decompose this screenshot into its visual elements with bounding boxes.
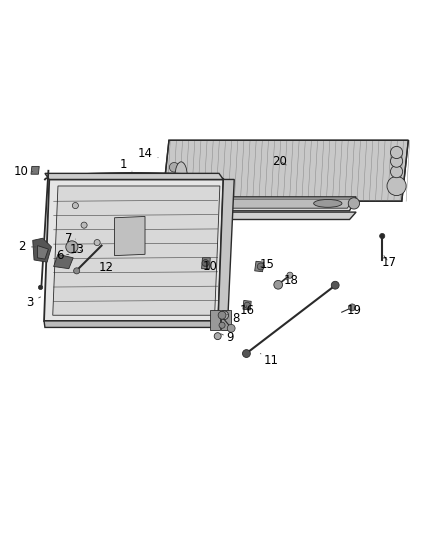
Circle shape xyxy=(331,281,339,289)
Circle shape xyxy=(66,241,78,253)
Circle shape xyxy=(117,198,129,209)
Text: 2: 2 xyxy=(18,240,35,253)
Circle shape xyxy=(391,166,403,177)
Polygon shape xyxy=(44,321,219,327)
Polygon shape xyxy=(254,261,264,272)
Text: 1: 1 xyxy=(120,158,132,171)
Polygon shape xyxy=(108,197,356,211)
Ellipse shape xyxy=(314,199,342,207)
Polygon shape xyxy=(218,180,234,321)
Circle shape xyxy=(274,280,283,289)
Circle shape xyxy=(244,302,251,308)
Polygon shape xyxy=(221,310,231,329)
Polygon shape xyxy=(45,173,223,180)
Circle shape xyxy=(170,163,179,172)
Circle shape xyxy=(39,285,43,289)
Circle shape xyxy=(94,239,100,246)
Text: 10: 10 xyxy=(203,260,218,273)
Polygon shape xyxy=(33,238,51,262)
Text: 14: 14 xyxy=(138,147,158,160)
Circle shape xyxy=(349,304,356,311)
Polygon shape xyxy=(115,216,145,256)
Text: 13: 13 xyxy=(70,244,85,256)
Ellipse shape xyxy=(152,199,181,207)
Circle shape xyxy=(202,260,209,266)
Circle shape xyxy=(227,325,235,332)
Text: 6: 6 xyxy=(57,249,69,262)
Text: 12: 12 xyxy=(99,261,113,274)
Text: 16: 16 xyxy=(240,303,255,317)
Polygon shape xyxy=(115,199,353,208)
Circle shape xyxy=(170,184,179,194)
Polygon shape xyxy=(162,140,408,201)
Circle shape xyxy=(74,268,80,274)
Circle shape xyxy=(391,155,403,167)
Polygon shape xyxy=(38,246,48,259)
Text: 18: 18 xyxy=(283,274,298,287)
Polygon shape xyxy=(31,166,39,174)
Text: 9: 9 xyxy=(221,332,233,344)
Polygon shape xyxy=(53,254,73,269)
Circle shape xyxy=(170,173,179,183)
Circle shape xyxy=(214,333,221,340)
Circle shape xyxy=(287,272,293,278)
Polygon shape xyxy=(53,186,220,315)
Polygon shape xyxy=(210,310,220,329)
Text: 3: 3 xyxy=(26,296,41,309)
Circle shape xyxy=(81,222,87,228)
Polygon shape xyxy=(44,180,223,321)
Circle shape xyxy=(72,203,78,208)
Circle shape xyxy=(387,176,406,196)
Text: 8: 8 xyxy=(227,312,240,325)
Circle shape xyxy=(219,322,225,328)
Polygon shape xyxy=(243,301,251,310)
Circle shape xyxy=(218,311,226,319)
Text: 19: 19 xyxy=(346,304,361,317)
Circle shape xyxy=(220,311,229,320)
Text: 7: 7 xyxy=(65,232,75,245)
Circle shape xyxy=(380,233,385,239)
Ellipse shape xyxy=(175,162,187,190)
Text: 17: 17 xyxy=(381,256,396,269)
Polygon shape xyxy=(108,212,356,220)
Circle shape xyxy=(257,263,264,270)
Circle shape xyxy=(348,198,360,209)
Polygon shape xyxy=(201,258,210,269)
Text: 11: 11 xyxy=(260,353,279,367)
Text: 15: 15 xyxy=(259,258,274,271)
Circle shape xyxy=(243,350,251,358)
Text: 20: 20 xyxy=(272,155,287,168)
Text: 10: 10 xyxy=(14,165,33,178)
Circle shape xyxy=(391,147,403,158)
